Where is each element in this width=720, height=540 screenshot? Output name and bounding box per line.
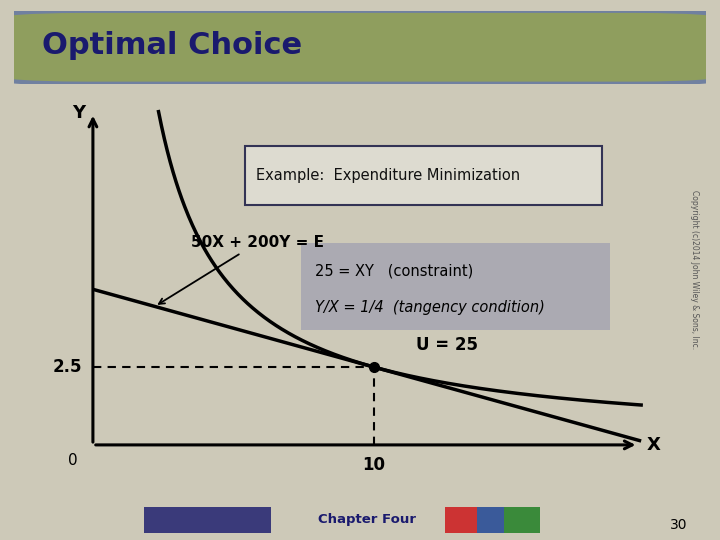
- Text: Copyright (c)2014 John Wiley & Sons, Inc.: Copyright (c)2014 John Wiley & Sons, Inc…: [690, 191, 699, 349]
- Text: Optimal Choice: Optimal Choice: [42, 31, 302, 60]
- Text: 25 = XY   (constraint): 25 = XY (constraint): [315, 263, 473, 278]
- Text: Chapter Four: Chapter Four: [318, 513, 416, 526]
- Text: 50X + 200Y = E: 50X + 200Y = E: [159, 235, 324, 304]
- FancyBboxPatch shape: [504, 507, 544, 533]
- Text: Y: Y: [72, 104, 86, 122]
- FancyBboxPatch shape: [245, 146, 602, 205]
- Text: Y/X = 1/4  (tangency condition): Y/X = 1/4 (tangency condition): [315, 300, 545, 315]
- FancyBboxPatch shape: [445, 507, 485, 533]
- Text: Example:  Expenditure Minimization: Example: Expenditure Minimization: [256, 168, 520, 183]
- Text: X: X: [647, 436, 661, 454]
- FancyBboxPatch shape: [477, 507, 516, 533]
- Text: 30: 30: [670, 518, 688, 532]
- FancyBboxPatch shape: [144, 507, 192, 533]
- Text: 10: 10: [363, 456, 385, 474]
- FancyBboxPatch shape: [184, 507, 231, 533]
- Text: U = 25: U = 25: [416, 336, 478, 354]
- FancyBboxPatch shape: [223, 507, 271, 533]
- FancyBboxPatch shape: [301, 242, 611, 330]
- Text: 0: 0: [68, 453, 78, 468]
- FancyBboxPatch shape: [0, 11, 720, 84]
- Text: 2.5: 2.5: [53, 358, 82, 376]
